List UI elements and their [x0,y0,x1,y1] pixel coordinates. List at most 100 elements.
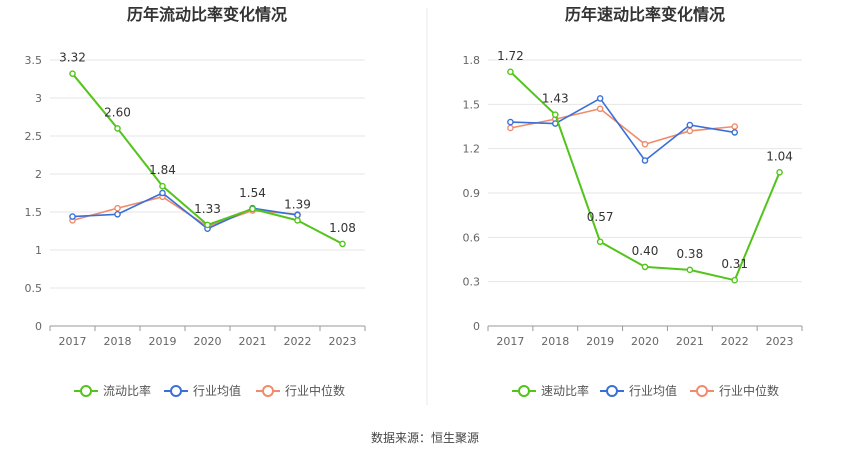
chart-1: 历年流动比率变化情况 0 0.5 1 1.5 2 2.5 3 3.5 2017 2018 2019 20… [25,5,366,398]
data-label: 2.60 [104,105,131,119]
data-source: 数据来源：恒生聚源 [371,430,479,445]
data-point [686,121,694,129]
legend-marker [262,385,274,397]
data-point [596,95,604,102]
x-tick-label: 2023 [766,335,794,348]
y-tick-label: 0.3 [463,276,481,289]
chart-title: 历年流动比率变化情况 [127,5,287,24]
data-point [641,157,649,164]
data-label: 0.57 [587,210,614,224]
x-tick-label: 2019 [586,335,614,348]
x-tick-label: 2020 [631,335,659,348]
series-line-1 [71,73,343,245]
y-tick-label: 1.5 [463,98,481,111]
legend-marker [696,385,708,397]
legend-marker [606,385,618,397]
legend-label: 速动比率 [541,383,589,398]
data-point [159,182,166,190]
data-label: 1.54 [239,186,266,200]
data-point [69,213,76,220]
data-label: 3.32 [59,51,86,65]
data-label: 0.38 [676,247,703,261]
x-tick-label: 2020 [194,335,222,348]
data-point [551,111,559,118]
x-tick-label: 2023 [329,335,357,348]
data-point [114,125,121,132]
y-tick-label: 0.5 [25,282,43,295]
x-tick-label: 2017 [496,335,524,348]
data-point [294,217,301,224]
data-label: 1.72 [497,49,524,63]
data-point [339,240,346,248]
data-point [507,68,514,76]
data-label: 0.40 [632,244,659,258]
data-point [596,105,604,113]
data-point [507,118,514,126]
data-point [294,211,301,219]
series-line-2 [72,192,298,230]
x-tick-label: 2021 [239,335,267,348]
legend-item-2: 行业均值 [164,383,241,398]
legend-marker [170,385,182,397]
data-point [159,189,166,197]
data-label: 1.43 [542,92,569,106]
data-point [731,129,739,136]
legend-label: 行业中位数 [719,383,779,398]
data-point [69,70,76,77]
x-tick-label: 2018 [104,335,132,348]
legend-item-1: 流动比率 [74,383,151,398]
data-point [731,276,739,284]
y-tick-label: 0 [473,320,480,333]
data-label: 0.31 [721,257,748,271]
legend-label: 行业均值 [629,383,677,398]
data-point [641,140,649,148]
data-point [114,210,121,218]
y-tick-label: 1 [35,244,42,257]
y-tick-label: 0.9 [463,187,481,200]
data-point [776,169,783,176]
legend-item-2: 行业均值 [600,383,677,398]
x-tick-label: 2019 [149,335,177,348]
legend-label: 行业均值 [193,383,241,398]
data-label: 1.04 [766,149,793,163]
data-point [596,238,604,246]
legend-item-3: 行业中位数 [690,383,779,398]
legend-item-3: 行业中位数 [256,383,345,398]
x-tick-label: 2021 [676,335,704,348]
data-point [731,123,739,130]
data-label: 1.84 [149,163,176,177]
y-tick-label: 1.2 [463,143,481,156]
data-point [507,124,514,132]
data-point [641,263,649,271]
legend-item-1: 速动比率 [512,383,589,398]
data-point [686,266,694,274]
data-label: 1.39 [284,197,311,211]
y-tick-label: 3.5 [25,54,43,67]
y-tick-label: 1.8 [463,54,481,67]
y-tick-label: 0.6 [463,231,481,244]
data-label: 1.33 [194,202,221,216]
legend-label: 流动比率 [103,383,151,398]
y-tick-label: 3 [35,92,42,105]
data-label: 1.08 [329,221,356,235]
legend-marker [80,385,92,397]
legend-label: 行业中位数 [285,383,345,398]
chart-title: 历年速动比率变化情况 [565,5,725,24]
y-tick-label: 0 [35,320,42,333]
series-line-3 [510,107,735,146]
data-point [204,221,211,229]
data-point [686,127,694,135]
y-tick-label: 2 [35,168,42,181]
x-tick-label: 2022 [284,335,312,348]
y-tick-label: 1.5 [25,206,43,219]
y-tick-label: 2.5 [25,130,43,143]
series-line-2 [510,97,735,162]
x-tick-label: 2017 [59,335,87,348]
x-tick-label: 2018 [541,335,569,348]
data-point [114,204,121,212]
chart-2: 历年速动比率变化情况 0 0.3 0.6 0.9 1.2 1.5 1.8 2017 2018 201… [463,5,803,398]
data-point [249,205,256,213]
x-tick-label: 2022 [721,335,749,348]
legend-marker [518,385,530,397]
